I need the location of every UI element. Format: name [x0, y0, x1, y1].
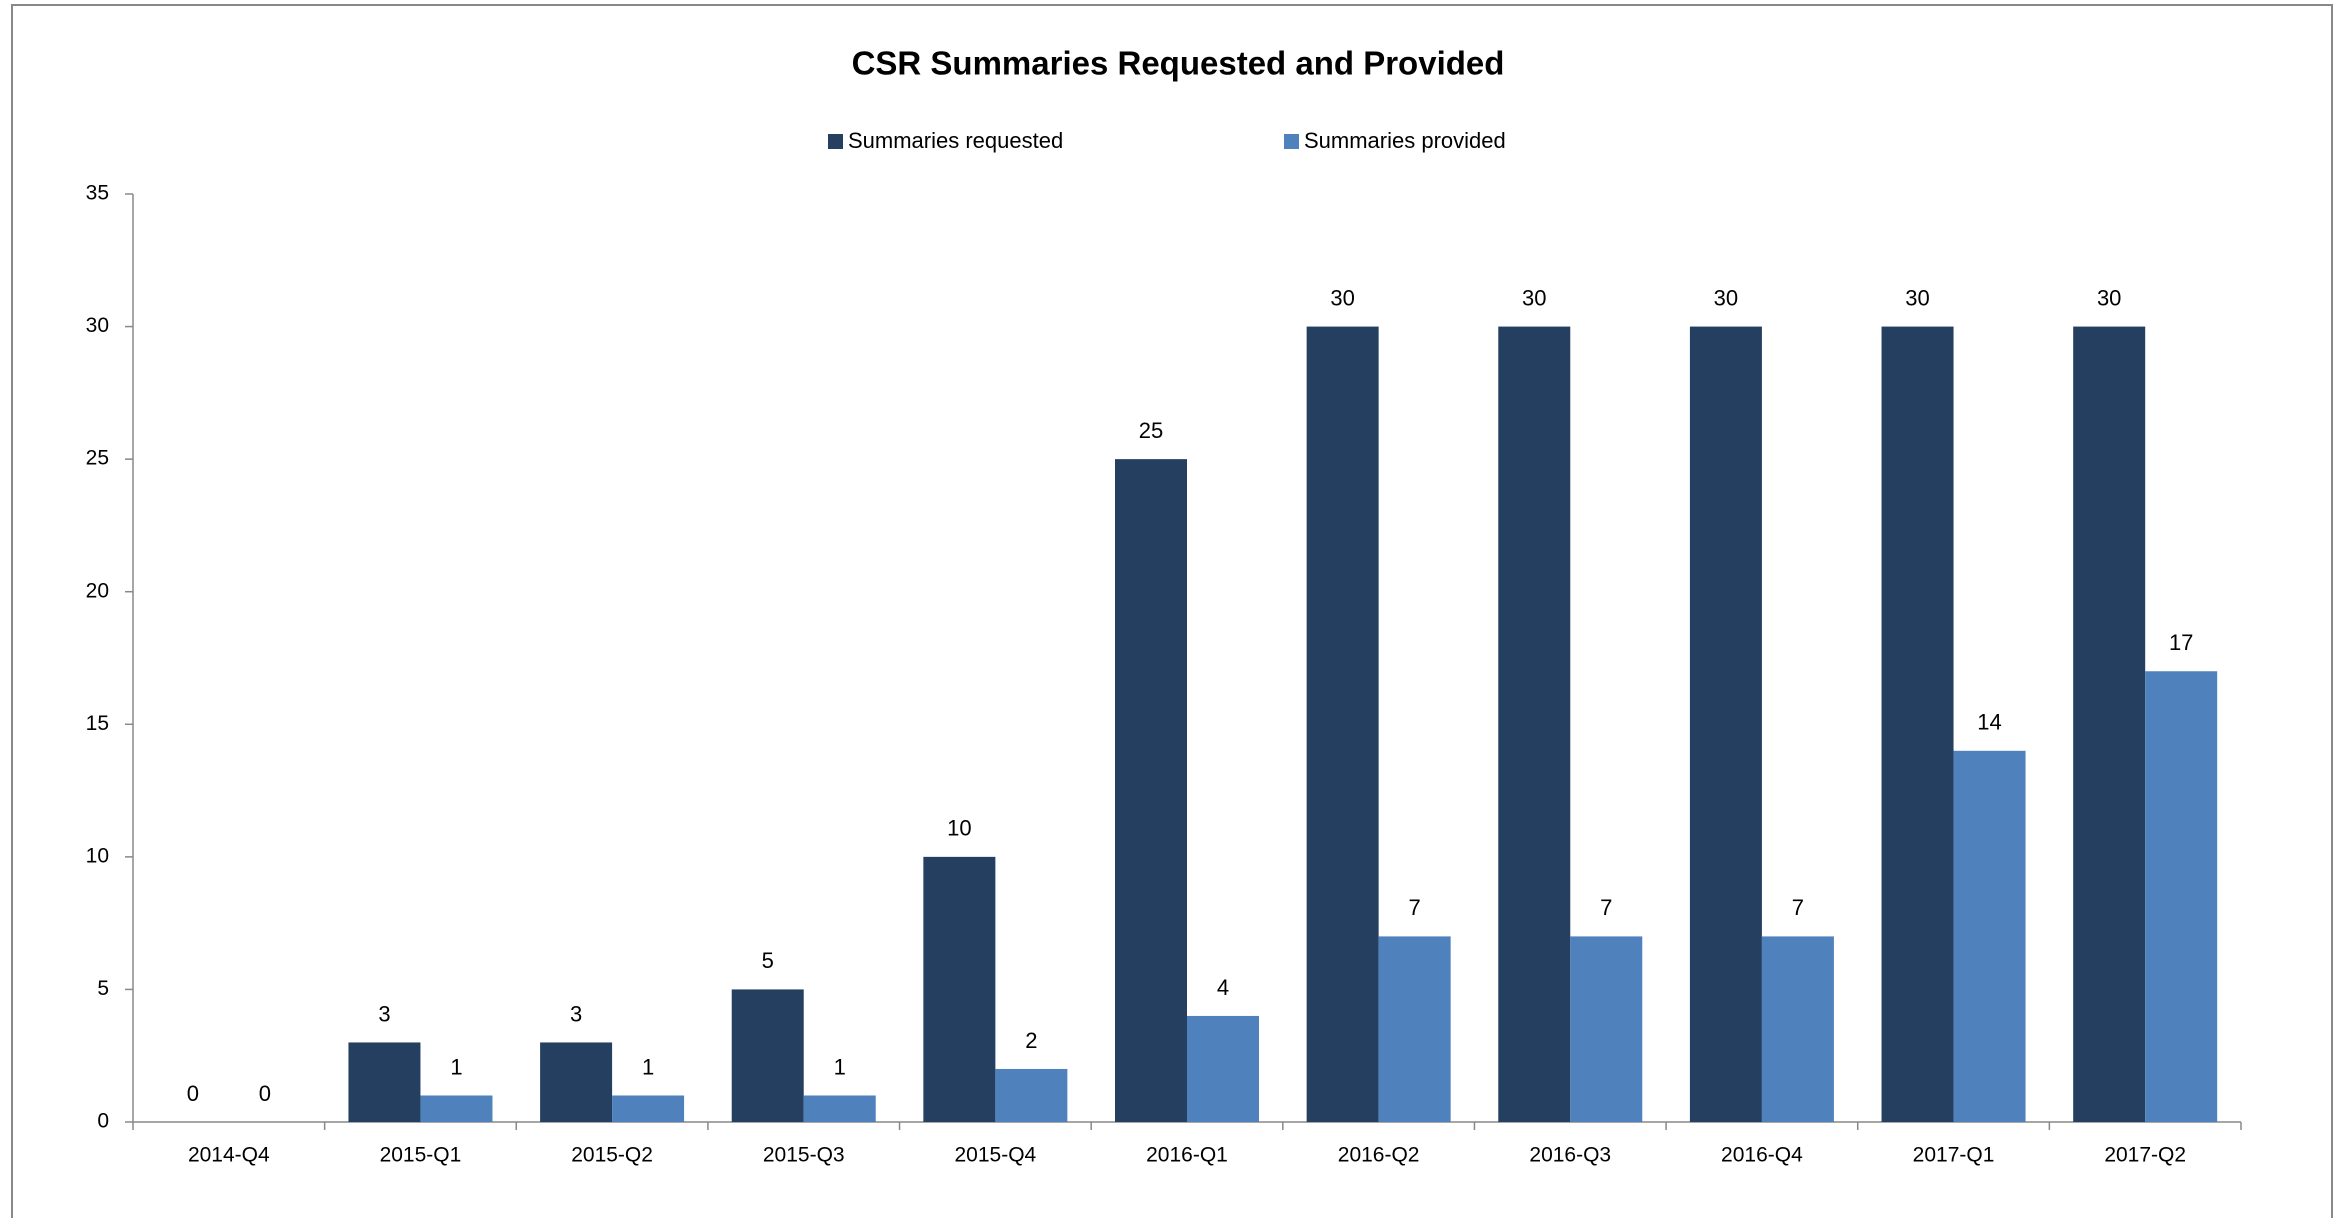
bar: [923, 856, 996, 1122]
data-label: 30: [1905, 285, 1929, 310]
chart-title: CSR Summaries Requested and Provided: [852, 45, 1505, 82]
x-tick-label: 2016-Q1: [1146, 1144, 1228, 1167]
data-label: 7: [1600, 895, 1612, 920]
data-label: 1: [450, 1054, 462, 1079]
x-tick-label: 2015-Q3: [763, 1144, 845, 1167]
data-label: 25: [1139, 418, 1163, 443]
legend-label: Summaries requested: [848, 128, 1063, 153]
data-label: 7: [1409, 895, 1421, 920]
data-label: 0: [259, 1081, 271, 1106]
x-tick-label: 2017-Q2: [2104, 1144, 2186, 1167]
bar: [348, 1042, 421, 1122]
data-label: 7: [1792, 895, 1804, 920]
y-tick-label: 5: [97, 977, 109, 1000]
bar: [1187, 1015, 1259, 1122]
bar: [2073, 326, 2146, 1123]
bar: [1881, 326, 1954, 1123]
x-tick-label: 2016-Q3: [1529, 1144, 1611, 1167]
bar: [540, 1042, 613, 1122]
data-label: 17: [2169, 630, 2193, 655]
data-label: 1: [834, 1054, 846, 1079]
bar: [1378, 936, 1451, 1122]
y-tick-label: 25: [86, 447, 109, 470]
data-label: 2: [1025, 1028, 1037, 1053]
data-label: 30: [1714, 285, 1738, 310]
data-label: 3: [570, 1001, 582, 1026]
bar: [1689, 326, 1762, 1123]
data-label: 30: [1522, 285, 1546, 310]
y-tick-label: 20: [86, 579, 109, 602]
bar: [731, 989, 804, 1122]
bar: [612, 1095, 685, 1122]
bar: [1115, 459, 1187, 1123]
bar: [1761, 936, 1834, 1122]
legend-swatch: [828, 134, 843, 149]
bar: [1953, 750, 2026, 1122]
legend-label: Summaries provided: [1304, 128, 1506, 153]
x-tick-label: 2015-Q2: [571, 1144, 653, 1167]
x-tick-label: 2014-Q4: [188, 1144, 270, 1167]
bar: [2145, 671, 2218, 1122]
data-label: 30: [1330, 285, 1354, 310]
bar: [1306, 326, 1379, 1123]
y-tick-label: 30: [86, 314, 109, 337]
data-label: 14: [1977, 710, 2001, 735]
data-label: 4: [1217, 975, 1229, 1000]
y-tick-label: 15: [86, 712, 109, 735]
data-label: 30: [2097, 285, 2121, 310]
bar: [420, 1095, 493, 1122]
x-tick-label: 2017-Q1: [1913, 1144, 1995, 1167]
x-tick-label: 2016-Q4: [1721, 1144, 1803, 1167]
data-label: 5: [762, 948, 774, 973]
bar: [995, 1068, 1068, 1122]
data-label: 10: [947, 816, 971, 841]
y-tick-label: 0: [97, 1110, 109, 1133]
y-tick-label: 10: [86, 844, 109, 867]
data-label: 0: [187, 1081, 199, 1106]
x-tick-label: 2016-Q2: [1338, 1144, 1420, 1167]
x-tick-label: 2015-Q4: [954, 1144, 1036, 1167]
bar: [1570, 936, 1643, 1122]
legend-swatch: [1284, 134, 1299, 149]
y-tick-label: 35: [86, 182, 109, 205]
bar: [803, 1095, 876, 1122]
data-label: 3: [378, 1001, 390, 1026]
data-label: 1: [642, 1054, 654, 1079]
bar: [1498, 326, 1571, 1123]
x-tick-label: 2015-Q1: [380, 1144, 462, 1167]
chart-frame: [11, 4, 2333, 1218]
